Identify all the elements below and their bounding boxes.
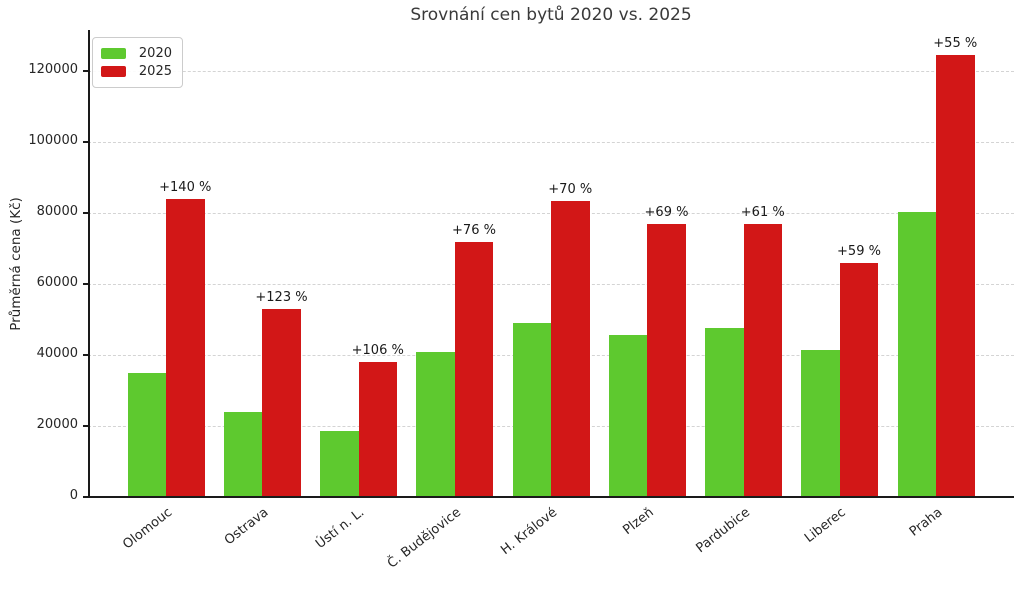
bar-2025-5	[551, 201, 590, 497]
y-tick-mark	[83, 70, 88, 72]
x-tick-label: Liberec	[802, 505, 849, 546]
bar-2025-1	[166, 198, 205, 497]
bar-2020-4	[416, 352, 455, 497]
legend-label: 2020	[138, 46, 172, 61]
percent-change-label: +55 %	[933, 35, 978, 51]
y-tick-label: 40000	[36, 345, 78, 361]
x-tick-label: H. Králové	[498, 505, 561, 559]
bar-2020-6	[608, 335, 648, 497]
x-tick-label: Č. Budějovice	[384, 505, 464, 572]
legend-swatch-2025	[101, 66, 126, 77]
y-tick-label: 20000	[36, 416, 78, 432]
x-tick-label: Olomouc	[120, 505, 176, 553]
y-tick-label: 60000	[36, 274, 78, 290]
x-tick-label: Praha	[906, 505, 946, 540]
bar-2020-1	[127, 372, 166, 497]
plot-area: +140 % +123 % +106 % +76 % +70 % +69 % +61 % +5…	[88, 30, 1014, 498]
percent-change-label: +70 %	[548, 182, 593, 198]
x-tick-label: Ústí n. L.	[313, 505, 368, 552]
percent-change-label: +76 %	[452, 223, 496, 239]
percent-change-label: +106 %	[351, 342, 404, 358]
percent-change-label: +123 %	[255, 289, 308, 305]
x-tick-label: Pardubice	[693, 505, 753, 557]
y-tick-label: 100000	[28, 132, 78, 148]
percent-change-label: +140 %	[159, 179, 212, 195]
y-tick-mark	[83, 141, 88, 143]
bar-2025-4	[454, 242, 494, 497]
legend: 2020 2025	[92, 37, 183, 88]
bar-2020-9	[897, 211, 936, 497]
x-tick-label: Plzeň	[620, 505, 657, 539]
y-tick-label: 120000	[28, 61, 78, 77]
gridline	[88, 70, 1014, 72]
bar-2025-9	[936, 54, 975, 497]
y-tick-mark	[83, 496, 88, 498]
percent-change-label: +69 %	[644, 204, 689, 220]
bar-2020-2	[223, 412, 263, 497]
gridline	[88, 141, 1014, 143]
y-tick-label: 0	[69, 488, 78, 503]
x-tick-label: Ostrava	[221, 505, 272, 549]
y-tick-mark	[83, 283, 88, 285]
bar-2020-8	[801, 349, 840, 497]
x-axis-spine	[88, 496, 1014, 498]
bar-2025-6	[647, 223, 686, 497]
bar-2025-2	[262, 308, 301, 497]
bar-2025-7	[743, 223, 782, 497]
legend-item-2025: 2025	[101, 64, 172, 79]
legend-item-2020: 2020	[101, 46, 172, 61]
percent-change-label: +61 %	[740, 204, 785, 220]
chart-title: Srovnání cen bytů 2020 vs. 2025	[410, 5, 692, 25]
legend-swatch-2020	[101, 48, 126, 59]
y-tick-mark	[83, 425, 88, 427]
legend-label: 2025	[138, 64, 172, 79]
bar-2020-5	[512, 323, 551, 497]
bar-2020-7	[705, 327, 744, 497]
y-tick-mark	[83, 212, 88, 214]
bar-2025-3	[358, 361, 397, 497]
percent-change-label: +59 %	[837, 243, 881, 259]
bar-2025-8	[839, 262, 879, 497]
y-tick-mark	[83, 354, 88, 356]
y-tick-label: 80000	[36, 203, 78, 219]
y-axis-spine	[88, 30, 90, 497]
bar-2020-3	[320, 431, 359, 497]
